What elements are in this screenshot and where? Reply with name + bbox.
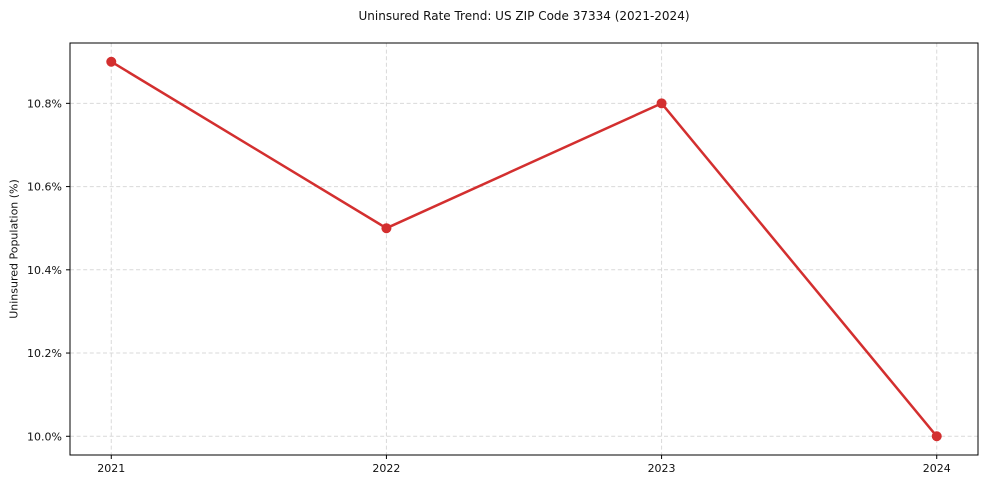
- y-tick-label: 10.6%: [27, 181, 62, 194]
- data-point-marker: [106, 56, 117, 67]
- data-point-marker: [931, 431, 942, 442]
- plot-frame: [69, 42, 979, 456]
- x-tick-label: 2022: [372, 462, 400, 475]
- x-tick-label: 2024: [923, 462, 951, 475]
- y-tick-label: 10.2%: [27, 347, 62, 360]
- chart-title: Uninsured Rate Trend: US ZIP Code 37334 …: [358, 9, 690, 23]
- y-tick-label: 10.8%: [27, 97, 62, 110]
- x-tick-label: 2023: [648, 462, 676, 475]
- y-tick-label: 10.0%: [27, 430, 62, 443]
- data-point-marker: [381, 223, 392, 234]
- data-point-marker: [656, 98, 667, 109]
- trend-line: [110, 60, 938, 438]
- y-tick-label: 10.4%: [27, 264, 62, 277]
- x-tick-label: 2021: [97, 462, 125, 475]
